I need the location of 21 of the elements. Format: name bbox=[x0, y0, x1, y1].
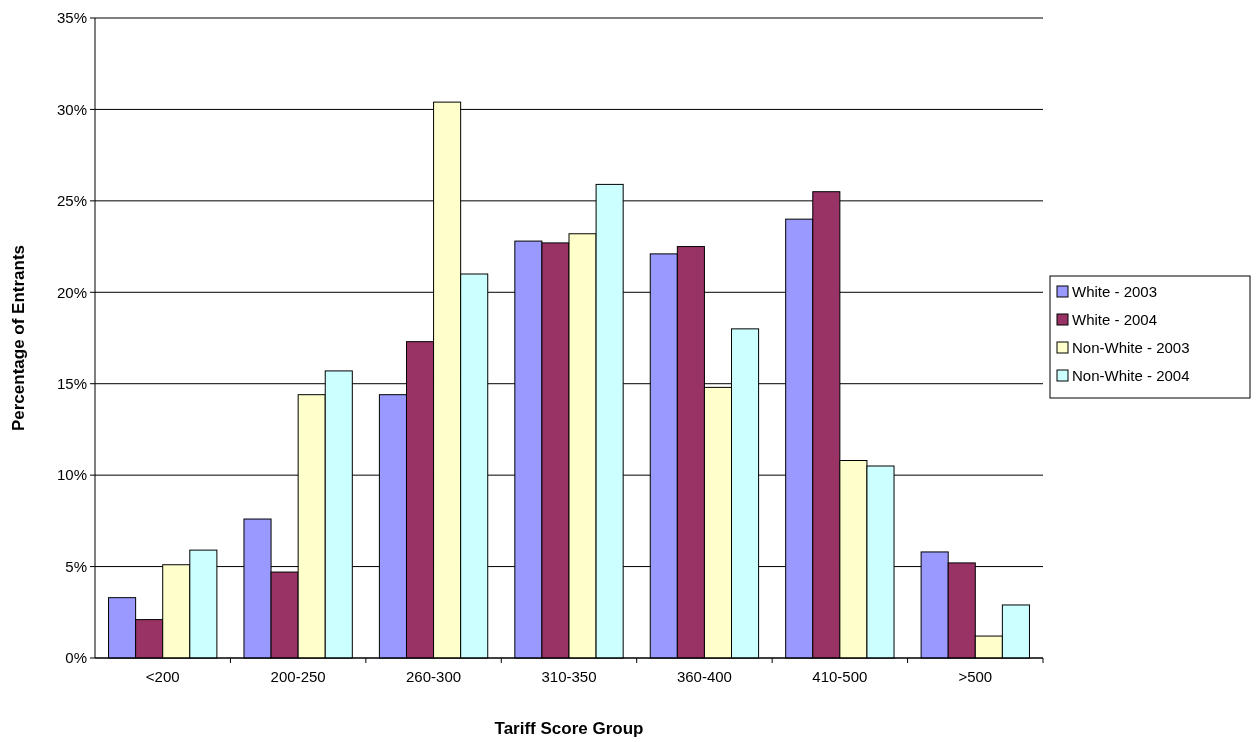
x-tick-label: 310-350 bbox=[541, 668, 597, 685]
legend-label: Non-White - 2004 bbox=[1072, 367, 1190, 385]
x-tick-label: <200 bbox=[145, 668, 180, 685]
y-tick-label: 25% bbox=[56, 192, 87, 210]
y-tick-label: 15% bbox=[56, 374, 87, 392]
x-axis-title: Tariff Score Group bbox=[494, 719, 644, 738]
y-tick-label: 35% bbox=[56, 9, 87, 27]
x-tick-label: >500 bbox=[958, 668, 993, 685]
legend-label: White - 2003 bbox=[1072, 283, 1158, 301]
y-tick-label: 5% bbox=[65, 557, 87, 575]
x-tick-label: 410-500 bbox=[812, 668, 868, 685]
legend-label: Non-White - 2003 bbox=[1072, 339, 1190, 357]
legend-label: White - 2004 bbox=[1072, 311, 1158, 329]
y-tick-label: 0% bbox=[65, 649, 87, 667]
y-tick-label: 10% bbox=[56, 466, 87, 484]
y-tick-label: 20% bbox=[56, 283, 87, 301]
y-axis-title: Percentage of Entrants bbox=[9, 244, 28, 432]
y-tick-label: 30% bbox=[56, 100, 87, 118]
x-tick-label: 200-250 bbox=[270, 668, 326, 685]
x-tick-label: 360-400 bbox=[676, 668, 732, 685]
x-tick-label: 260-300 bbox=[406, 668, 462, 685]
